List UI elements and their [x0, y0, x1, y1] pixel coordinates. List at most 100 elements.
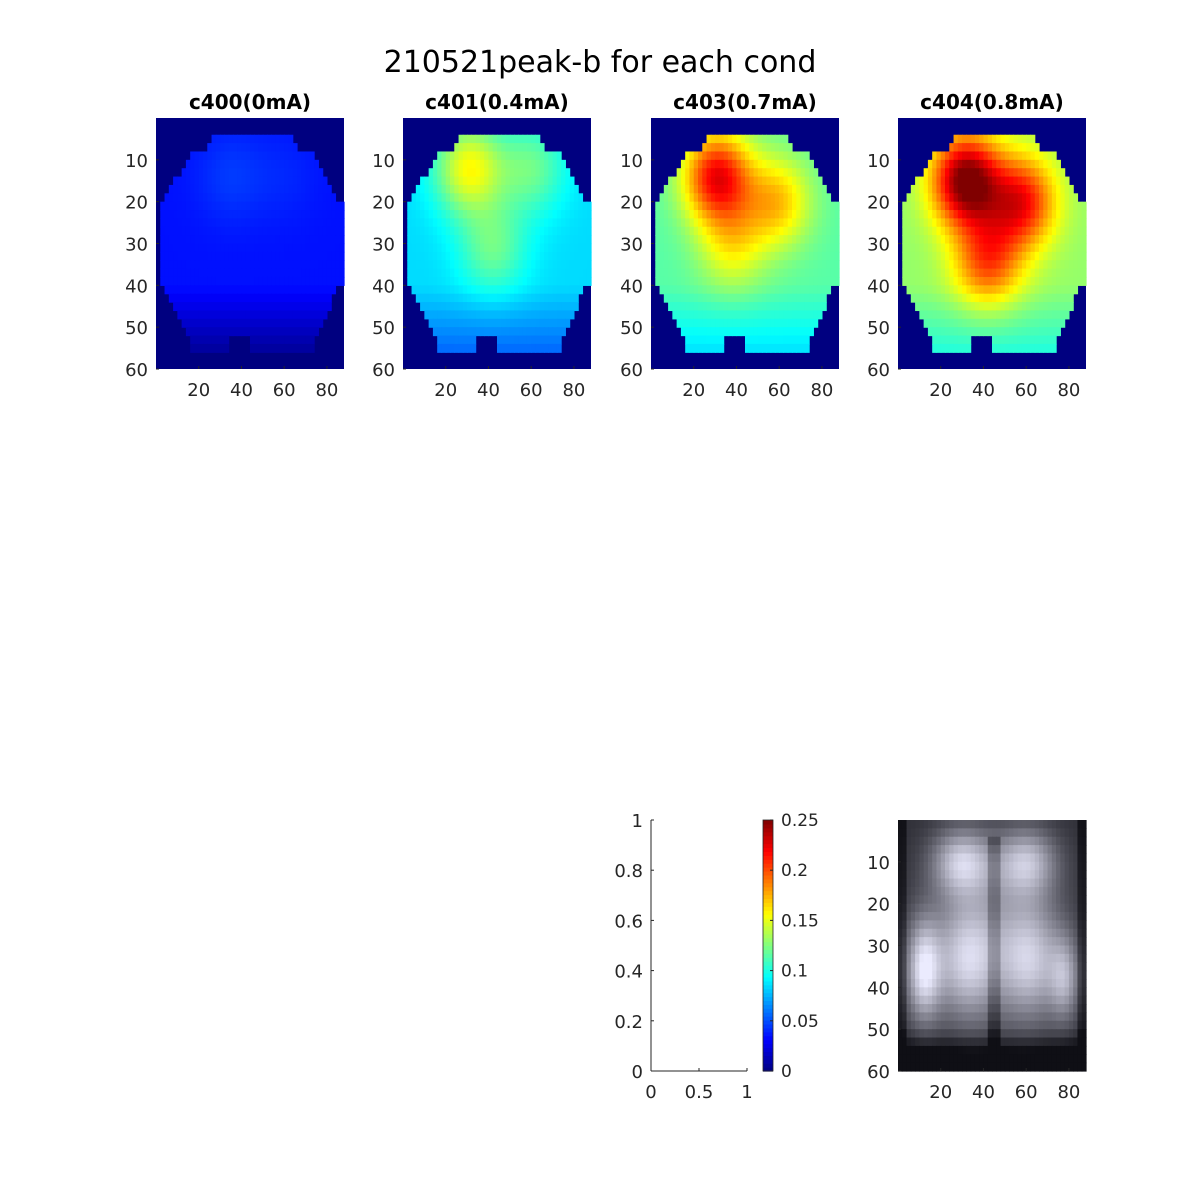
heatmap-cell	[1068, 243, 1074, 253]
heatmap-cell	[804, 168, 810, 178]
empty-axes-ytick-label: 0.8	[614, 861, 643, 882]
heatmap-cell	[445, 201, 451, 211]
heatmap-cell	[232, 134, 238, 144]
grayscale-cell	[1073, 912, 1079, 921]
heatmap-cell	[770, 243, 776, 253]
heatmap-cell	[723, 184, 729, 194]
heatmap-cell	[987, 276, 993, 286]
grayscale-cell	[949, 861, 955, 871]
heatmap-cell	[488, 318, 494, 328]
heatmap-cell	[262, 327, 268, 337]
heatmap-cell	[749, 343, 755, 353]
grayscale-cell	[1017, 987, 1023, 997]
heatmap-cell	[203, 318, 208, 328]
grayscale-cell	[898, 945, 903, 955]
grayscale-cell	[919, 861, 925, 871]
heatmap-cell	[1047, 210, 1053, 219]
heatmap-cell	[979, 151, 985, 161]
grayscale-cell	[906, 828, 912, 838]
heatmap-cell	[698, 159, 703, 169]
heatmap-cell	[250, 318, 255, 328]
heatmap-cell	[974, 243, 980, 253]
grayscale-cell	[1000, 861, 1006, 871]
heatmap-cell	[514, 276, 519, 286]
heatmap-cell	[228, 151, 234, 161]
heatmap-cell	[279, 318, 285, 328]
heatmap-cell	[420, 293, 425, 303]
heatmap-cell	[1034, 343, 1040, 353]
heatmap-cell	[826, 226, 832, 236]
heatmap-cell	[1060, 184, 1066, 194]
heatmap-cell	[522, 159, 528, 169]
heatmap-cell	[953, 327, 959, 337]
heatmap-cell	[279, 310, 285, 320]
heatmap-cell	[749, 310, 755, 320]
heatmap-cell	[501, 268, 507, 278]
heatmap-cell	[727, 193, 733, 203]
heatmap-cell	[830, 276, 836, 286]
heatmap-cell	[1043, 168, 1049, 178]
grayscale-cell	[962, 978, 967, 988]
grayscale-cell	[1021, 970, 1027, 980]
heatmap-cell	[185, 285, 191, 295]
grayscale-cell	[1081, 895, 1087, 905]
heatmap-cell	[207, 251, 213, 261]
heatmap-cell	[445, 276, 451, 286]
heatmap-cell	[467, 327, 472, 337]
heatmap-cell	[275, 302, 281, 312]
heatmap-cell	[940, 193, 946, 203]
grayscale-cell	[1073, 987, 1079, 997]
heatmap-cell	[779, 260, 785, 270]
heatmap-cell	[945, 268, 950, 278]
heatmap-cell	[732, 310, 738, 320]
heatmap-cell	[224, 260, 230, 270]
heatmap-cell	[220, 343, 225, 353]
heatmap-cell	[492, 134, 498, 144]
heatmap-cell	[1034, 201, 1040, 211]
heatmap-cell	[484, 184, 490, 194]
heatmap-cell	[676, 285, 682, 295]
heatmap-cell	[237, 159, 243, 169]
grayscale-cell	[983, 870, 989, 880]
grayscale-cell	[983, 845, 989, 855]
heatmap-cell	[745, 343, 750, 353]
heatmap-cell	[428, 235, 434, 245]
heatmap-cell	[211, 343, 217, 353]
heatmap-cell	[488, 260, 494, 270]
grayscale-cell	[936, 853, 942, 863]
heatmap-cell	[987, 260, 993, 270]
heatmap-cell	[292, 302, 298, 312]
grayscale-cell	[957, 987, 963, 997]
heatmap-cell	[432, 285, 438, 295]
heatmap-cell	[445, 151, 451, 161]
grayscale-cell	[1056, 928, 1061, 938]
heatmap-cell	[467, 335, 472, 345]
grayscale-cell	[970, 928, 976, 938]
grayscale-cell	[936, 828, 942, 838]
heatmap-cell	[774, 159, 780, 169]
heatmap-cell	[181, 310, 187, 320]
grayscale-cell	[1009, 970, 1014, 980]
heatmap-cell	[787, 335, 793, 345]
heatmap-cell	[685, 210, 691, 219]
grayscale-cell	[1039, 820, 1044, 829]
heatmap-cell	[927, 327, 933, 337]
heatmap-cell	[902, 226, 908, 236]
heatmap-cell	[505, 293, 511, 303]
heatmap-cell	[203, 226, 208, 236]
heatmap-3-ytick-label: 30	[620, 235, 643, 256]
heatmap-cell	[420, 302, 425, 312]
grayscale-cell	[1017, 1012, 1023, 1022]
heatmap-cell	[548, 268, 554, 278]
heatmap-cell	[792, 168, 797, 178]
heatmap-cell	[1047, 293, 1053, 303]
grayscale-cell	[902, 861, 908, 871]
heatmap-cell	[796, 327, 802, 337]
grayscale-cell	[1043, 945, 1049, 955]
heatmap-cell	[526, 276, 532, 286]
grayscale-cell	[953, 928, 959, 938]
heatmap-cell	[556, 285, 562, 295]
heatmap-cell	[919, 251, 925, 261]
grayscale-cell	[898, 895, 903, 905]
heatmap-cell	[1064, 260, 1070, 270]
